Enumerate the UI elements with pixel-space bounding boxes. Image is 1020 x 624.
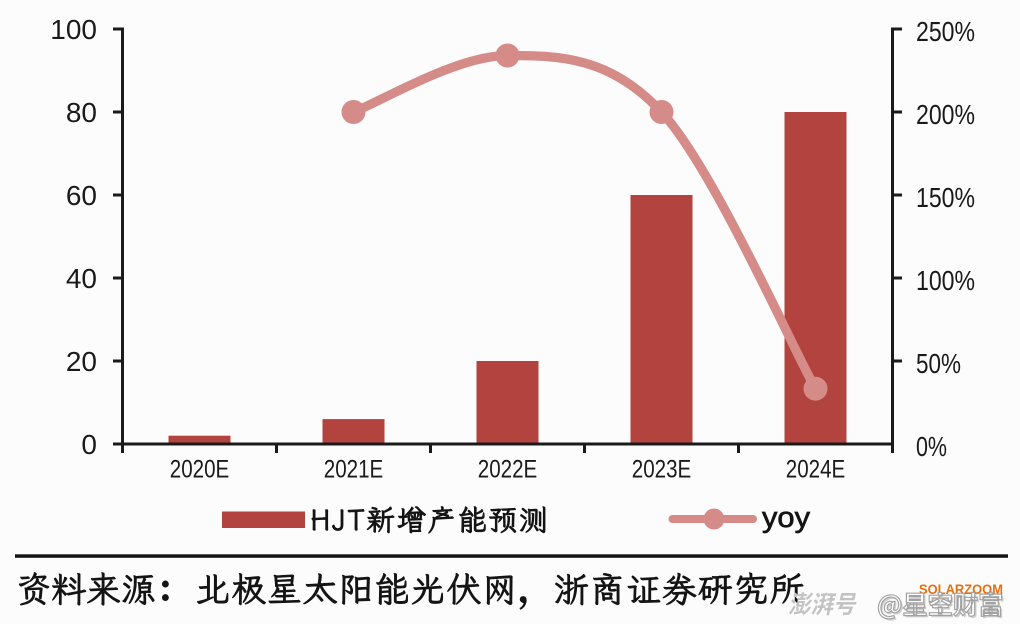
svg-text:2023E: 2023E (632, 456, 692, 484)
svg-text:200%: 200% (916, 99, 975, 130)
svg-text:100%: 100% (916, 265, 975, 296)
svg-text:2020E: 2020E (170, 456, 230, 484)
svg-text:80: 80 (66, 97, 97, 128)
svg-text:40: 40 (66, 263, 97, 294)
svg-text:60: 60 (66, 180, 97, 211)
svg-text:100: 100 (50, 14, 97, 45)
svg-text:2024E: 2024E (786, 456, 846, 484)
svg-text:yoy: yoy (762, 502, 811, 534)
svg-text:250%: 250% (916, 16, 975, 47)
svg-text:50%: 50% (916, 348, 961, 379)
svg-text:2021E: 2021E (324, 456, 384, 484)
svg-text:2022E: 2022E (478, 456, 538, 484)
svg-text:150%: 150% (916, 182, 975, 213)
svg-text:20: 20 (66, 346, 97, 377)
svg-text:0%: 0% (916, 431, 947, 462)
svg-text:0: 0 (81, 429, 97, 460)
